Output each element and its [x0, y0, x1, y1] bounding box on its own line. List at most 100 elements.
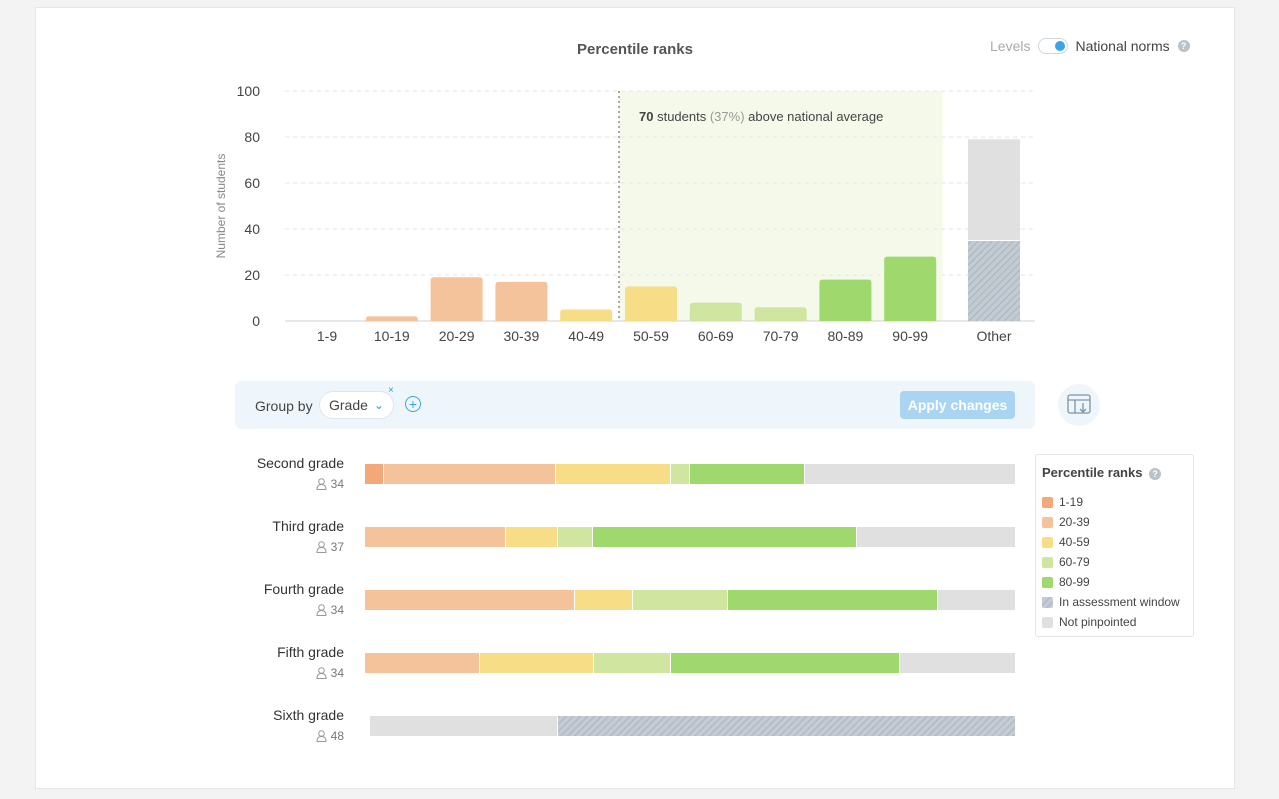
- bar-other-not-pinpointed: [968, 139, 1020, 241]
- grade-row-count: 37: [144, 540, 344, 554]
- bar-segment-p40_59[interactable]: [556, 464, 671, 484]
- x-tick-label: 70-79: [763, 328, 799, 344]
- bar-segment-p40_59[interactable]: [505, 527, 559, 547]
- grade-row-count: 34: [144, 666, 344, 680]
- bar-segment-not[interactable]: [938, 590, 1015, 610]
- legend-panel: Percentile ranks ? 1-19 20-39 40-59 60-79 80…: [1035, 454, 1194, 637]
- grade-distribution-bar[interactable]: [370, 716, 1015, 736]
- bar-segment-window[interactable]: [558, 716, 1015, 736]
- legend-label: 60-79: [1059, 555, 1090, 569]
- legend-label: In assessment window: [1059, 595, 1180, 609]
- student-count: 34: [330, 603, 344, 617]
- legend-item: In assessment window: [1042, 595, 1180, 609]
- bar-segment-p20_39[interactable]: [384, 464, 557, 484]
- legend-swatch: [1042, 516, 1053, 528]
- toggle-national-norms-label[interactable]: National norms: [1075, 38, 1170, 54]
- bar-30-39: [495, 281, 548, 321]
- add-group-button[interactable]: +: [405, 396, 421, 412]
- toggle-knob: [1055, 41, 1066, 51]
- chevron-down-icon: ⌄: [373, 398, 384, 412]
- remove-group-icon[interactable]: ×: [388, 385, 394, 396]
- legend-item: 60-79: [1042, 555, 1090, 569]
- y-tick-label: 40: [244, 221, 260, 237]
- legend-label: 80-99: [1059, 575, 1090, 589]
- above-average-annotation: 70 students (37%) above national average: [639, 109, 883, 124]
- grade-row-count: 48: [144, 729, 344, 743]
- bar-80-89: [819, 279, 872, 321]
- bar-segment-p20_39[interactable]: [365, 527, 506, 547]
- bar-segment-not[interactable]: [900, 653, 1015, 673]
- student-count: 34: [330, 666, 344, 680]
- bar-90-99: [884, 256, 937, 321]
- legend-swatch: [1042, 596, 1053, 608]
- bar-segment-p60_79[interactable]: [670, 464, 690, 484]
- bar-segment-p80_99[interactable]: [689, 464, 805, 484]
- help-icon[interactable]: ?: [1177, 40, 1190, 52]
- bar-20-29: [430, 277, 483, 321]
- x-tick-label: 30-39: [503, 328, 539, 344]
- legend-swatch: [1042, 496, 1053, 508]
- y-axis-label: Number of students: [214, 154, 228, 259]
- legend-swatch: [1042, 616, 1053, 628]
- bar-segment-p20_39[interactable]: [365, 590, 576, 610]
- x-tick-label: 40-49: [568, 328, 604, 344]
- grade-row-label: Fourth grade: [263, 581, 344, 597]
- y-tick-label: 20: [244, 267, 260, 283]
- norms-toggle-switch[interactable]: [1038, 38, 1069, 54]
- bar-segment-p60_79[interactable]: [558, 527, 594, 547]
- bar-segment-p40_59[interactable]: [479, 653, 595, 673]
- legend-item: 80-99: [1042, 575, 1090, 589]
- bar-segment-p60_79[interactable]: [632, 590, 729, 610]
- apply-changes-button[interactable]: Apply changes: [900, 391, 1015, 419]
- legend-label: 20-39: [1059, 515, 1090, 529]
- student-count: 34: [330, 477, 344, 491]
- legend-label: 40-59: [1059, 535, 1090, 549]
- student-count: 48: [330, 729, 344, 743]
- bar-60-69: [689, 302, 742, 321]
- x-tick-label: 90-99: [892, 328, 928, 344]
- bar-segment-p80_99[interactable]: [670, 653, 901, 673]
- student-count: 37: [330, 540, 344, 554]
- bar-segment-p80_99[interactable]: [593, 527, 857, 547]
- legend-item: 40-59: [1042, 535, 1090, 549]
- group-by-select[interactable]: Grade ⌄: [319, 391, 394, 419]
- legend-swatch: [1042, 556, 1053, 568]
- bar-segment-p20_39[interactable]: [365, 653, 480, 673]
- bar-segment-p1_19[interactable]: [365, 464, 385, 484]
- grade-distribution-bar[interactable]: [365, 527, 1015, 547]
- grade-row-label: Fifth grade: [277, 644, 344, 660]
- legend-item: 20-39: [1042, 515, 1090, 529]
- student-icon: [316, 541, 327, 553]
- bar-segment-p40_59[interactable]: [575, 590, 633, 610]
- group-by-selected-value: Grade: [329, 397, 368, 413]
- x-tick-label: 60-69: [698, 328, 734, 344]
- grade-distribution-bar[interactable]: [365, 653, 1015, 673]
- bar-40-49: [560, 309, 613, 321]
- histogram-chart: 0 20 40 60 80 100 Number of students 1-9 10-19 20…: [214, 83, 1035, 344]
- legend-help-icon[interactable]: ?: [1149, 468, 1162, 480]
- student-icon: [316, 604, 327, 616]
- student-icon: [316, 730, 327, 742]
- y-tick-label: 80: [244, 129, 260, 145]
- legend-swatch: [1042, 536, 1053, 548]
- grade-distribution-bar[interactable]: [365, 590, 1015, 610]
- bar-segment-not[interactable]: [370, 716, 559, 736]
- legend-label: Not pinpointed: [1059, 615, 1137, 629]
- grade-row-label: Sixth grade: [273, 707, 344, 723]
- group-by-label: Group by: [255, 398, 313, 414]
- bar-segment-not[interactable]: [856, 527, 1015, 547]
- grade-row-label: Third grade: [272, 518, 344, 534]
- x-tick-label: 10-19: [374, 328, 410, 344]
- student-icon: [316, 667, 327, 679]
- legend-label: 1-19: [1059, 495, 1084, 509]
- bar-segment-not[interactable]: [804, 464, 1015, 484]
- export-button[interactable]: [1058, 384, 1100, 426]
- bar-segment-p60_79[interactable]: [594, 653, 671, 673]
- y-tick-label: 0: [252, 313, 260, 329]
- bar-10-19: [365, 316, 418, 321]
- grade-distribution-bar[interactable]: [365, 464, 1015, 484]
- x-tick-label: 1-9: [317, 328, 337, 344]
- bar-segment-p80_99[interactable]: [728, 590, 939, 610]
- legend-item: Not pinpointed: [1042, 615, 1136, 629]
- toggle-levels-label[interactable]: Levels: [990, 38, 1031, 54]
